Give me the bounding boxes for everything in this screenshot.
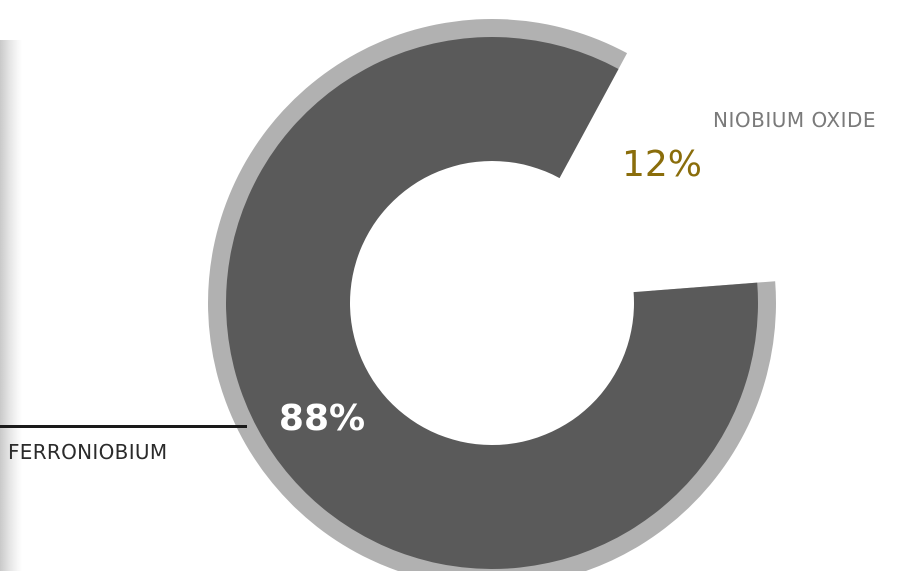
slice-label-ferroniobium: FERRONIOBIUM: [8, 440, 168, 464]
value-label-ferroniobium: 88%: [279, 398, 365, 439]
donut-slices: 88% 12%: [208, 19, 776, 571]
left-shadow: [0, 40, 22, 571]
slice-ferroniobium: [226, 36, 758, 569]
ferroniobium-leader-line: [0, 425, 247, 428]
slice-label-niobium-oxide: NIOBIUM OXIDE: [713, 108, 877, 132]
value-label-niobium-oxide: 12%: [622, 144, 702, 185]
